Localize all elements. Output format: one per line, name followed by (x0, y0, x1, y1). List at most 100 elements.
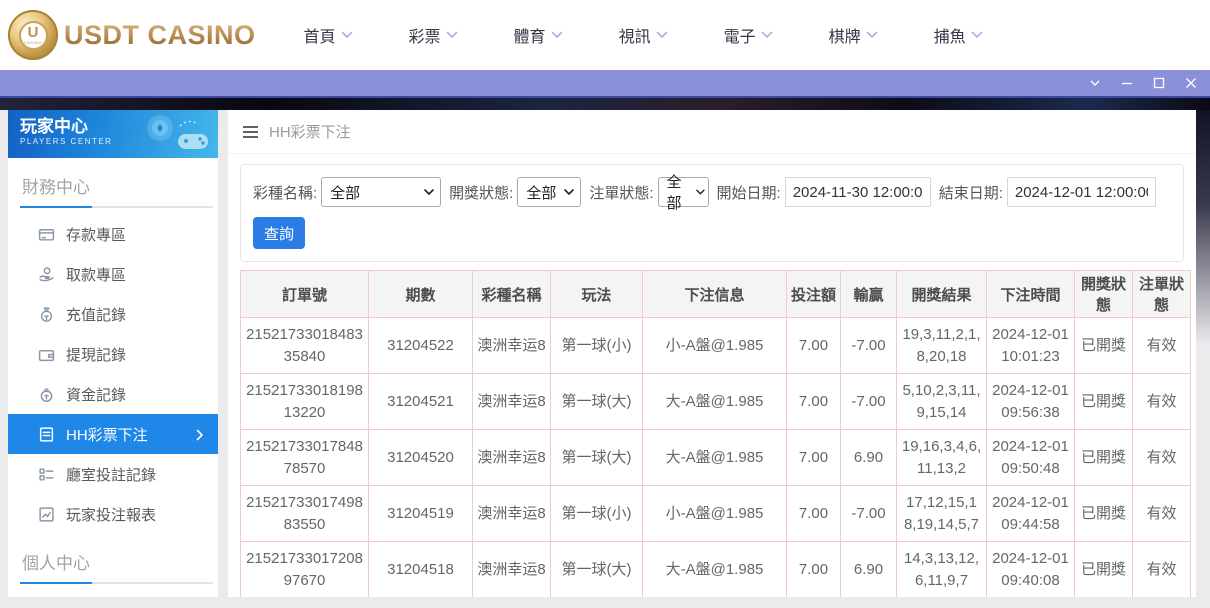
table-header-row: 訂單號 期數 彩種名稱 玩法 下注信息 投注額 輸贏 開獎結果 下注時間 開獎狀態 注單狀態 (240, 270, 1191, 318)
brand-name: USDT CASINO (64, 19, 256, 50)
end-date-group: 結束日期: (939, 177, 1156, 207)
table-cell: 已開獎 (1074, 485, 1133, 542)
bets-table-body: 2152173301848335840 31204522 澳洲幸运8 第一球(小) 小-… (240, 317, 1191, 597)
sidebar-item-label: 玩家投注報表 (66, 506, 157, 524)
table-cell: 6.90 (840, 541, 897, 597)
sidebar-item-提現記錄[interactable]: 提現記錄 (8, 334, 218, 374)
nav-item-label: 電子 (723, 29, 756, 46)
table-cell: 第一球(大) (550, 429, 643, 486)
sidebar-section-title-0: 財務中心 (22, 178, 90, 197)
page-title: HH彩票下注 (269, 124, 351, 141)
column-header: 期數 (368, 270, 473, 318)
chevron-down-icon (695, 189, 705, 195)
table-row: 2152173301848335840 31204522 澳洲幸运8 第一球(小) 小-… (240, 317, 1191, 374)
bets-table: 訂單號 期數 彩種名稱 玩法 下注信息 投注額 輸贏 開獎結果 下注時間 開獎狀態 注單狀態 215… (240, 270, 1191, 597)
table-cell: 7.00 (786, 317, 841, 374)
sidebar-item-label: HH彩票下注 (66, 426, 148, 444)
sidebar-item-充值記錄[interactable]: 充值記錄 (8, 294, 218, 334)
table-cell: 31204519 (368, 485, 473, 542)
table-cell: 有效 (1132, 485, 1191, 542)
table-cell: 第一球(小) (550, 317, 643, 374)
chevron-down-icon (446, 31, 458, 39)
sidebar-item-label: 廳室投註記錄 (66, 466, 157, 484)
chevron-down-window-button[interactable] (1087, 76, 1102, 91)
sidebar-item-廳室投註記錄[interactable]: 廳室投註記錄 (8, 454, 218, 494)
nav-item-5[interactable]: 棋牌 (829, 23, 878, 47)
table-cell: 2152173301819813220 (240, 373, 369, 430)
close-window-button[interactable] (1183, 76, 1198, 91)
column-header: 開獎結果 (896, 270, 987, 318)
hamburger-menu-icon[interactable] (242, 125, 259, 139)
table-cell: -7.00 (840, 373, 897, 430)
order-status-select[interactable]: 全部 (657, 174, 709, 212)
start-date-input[interactable] (784, 177, 931, 207)
table-cell: 19,16,3,4,6,11,13,2 (896, 429, 987, 486)
sidebar-item-玩家投注報表[interactable]: 玩家投注報表 (8, 494, 218, 534)
minimize-window-button[interactable] (1119, 76, 1134, 91)
nav-item-label: 彩票 (408, 29, 441, 46)
nav-item-3[interactable]: 視訊 (619, 23, 668, 47)
nav-item-4[interactable]: 電子 (724, 23, 773, 47)
sidebar-item-存款專區[interactable]: 存款專區 (8, 214, 218, 254)
table-row: 2152173301819813220 31204521 澳洲幸运8 第一球(大) 大-… (240, 373, 1191, 430)
chevron-down-icon (424, 189, 434, 195)
table-cell: 已開獎 (1074, 541, 1133, 597)
sidebar-item-HH彩票下注[interactable]: HH彩票下注 (8, 414, 218, 454)
table-cell: 31204521 (368, 373, 473, 430)
draw-status-select-value: 全部 (526, 184, 557, 202)
draw-status-label: 開獎狀態: (449, 184, 514, 202)
underline-accent (20, 206, 92, 208)
table-cell: 5,10,2,3,11,9,15,14 (896, 373, 987, 430)
query-button[interactable]: 查詢 (253, 217, 305, 249)
nav-item-2[interactable]: 體育 (514, 23, 563, 47)
lottery-select-value: 全部 (330, 184, 361, 202)
column-header: 訂單號 (240, 270, 369, 318)
lottery-select[interactable]: 全部 (321, 177, 442, 207)
table-cell: 有效 (1132, 373, 1191, 430)
lottery-filter-group: 彩種名稱: 全部 (253, 177, 442, 207)
breadcrumb: HH彩票下注 (228, 110, 1196, 154)
nav-item-0[interactable]: 首頁 (304, 23, 353, 47)
end-date-label: 結束日期: (938, 184, 1003, 202)
sidebar-item-取款專區[interactable]: 取款專區 (8, 254, 218, 294)
table-cell: 19,3,11,2,1,8,20,18 (896, 317, 987, 374)
maximize-window-button[interactable] (1151, 76, 1166, 91)
table-cell: 31204520 (368, 429, 473, 486)
nav-item-label: 棋牌 (828, 29, 861, 46)
coin-inner: U CASINO (18, 20, 48, 50)
column-header: 投注額 (786, 270, 841, 318)
end-date-input[interactable] (1006, 177, 1156, 207)
chevron-down-icon (761, 31, 773, 39)
brand-logo[interactable]: U CASINO USDT CASINO (8, 10, 256, 60)
order-status-select-value: 全部 (666, 174, 682, 212)
draw-status-select[interactable]: 全部 (517, 177, 582, 207)
table-cell: 澳洲幸运8 (472, 429, 551, 486)
lottery-label: 彩種名稱: (253, 184, 318, 202)
table-cell: 7.00 (786, 429, 841, 486)
main-panel: HH彩票下注 彩種名稱: 全部 開獎狀態: 全部 注單狀態: 全 (228, 110, 1196, 597)
table-cell: 7.00 (786, 541, 841, 597)
table-cell: 小-A盤@1.985 (642, 485, 787, 542)
usdt-coin-icon: U CASINO (8, 10, 58, 60)
table-row: 2152173301720897670 31204518 澳洲幸运8 第一球(大) 大-… (240, 541, 1191, 597)
bets-table-header: 訂單號 期數 彩種名稱 玩法 下注信息 投注額 輸贏 開獎結果 下注時間 開獎狀態 注單狀態 (240, 270, 1191, 318)
report-chart-icon (38, 506, 55, 523)
coin-letter: U (27, 24, 39, 41)
column-header: 下注時間 (986, 270, 1075, 318)
nav-item-1[interactable]: 彩票 (409, 23, 458, 47)
sidebar-menu: 財務中心存款專區 取款專區 充值記錄提現記錄資金記錄 HH彩票下注 廳室投註記錄 玩家投注… (8, 158, 218, 597)
table-cell: 小-A盤@1.985 (642, 317, 787, 374)
table-cell: 17,12,15,18,19,14,5,7 (896, 485, 987, 542)
sidebar-item-消息公告[interactable]: 消息公告 (8, 590, 218, 597)
nav-item-label: 捕魚 (933, 29, 966, 46)
chevron-down-icon (564, 189, 575, 195)
sidebar-item-label: 提現記錄 (66, 346, 127, 364)
table-cell: 2152173301848335840 (240, 317, 369, 374)
table-cell: 7.00 (786, 373, 841, 430)
sidebar-item-資金記錄[interactable]: 資金記錄 (8, 374, 218, 414)
coin-purse-icon (38, 386, 55, 403)
nav-item-6[interactable]: 捕魚 (934, 23, 983, 47)
sidebar-header: 玩家中心 PLAYERS CENTER (8, 110, 218, 158)
start-date-group: 開始日期: (717, 177, 931, 207)
sidebar-item-label: 資金記錄 (66, 386, 127, 404)
